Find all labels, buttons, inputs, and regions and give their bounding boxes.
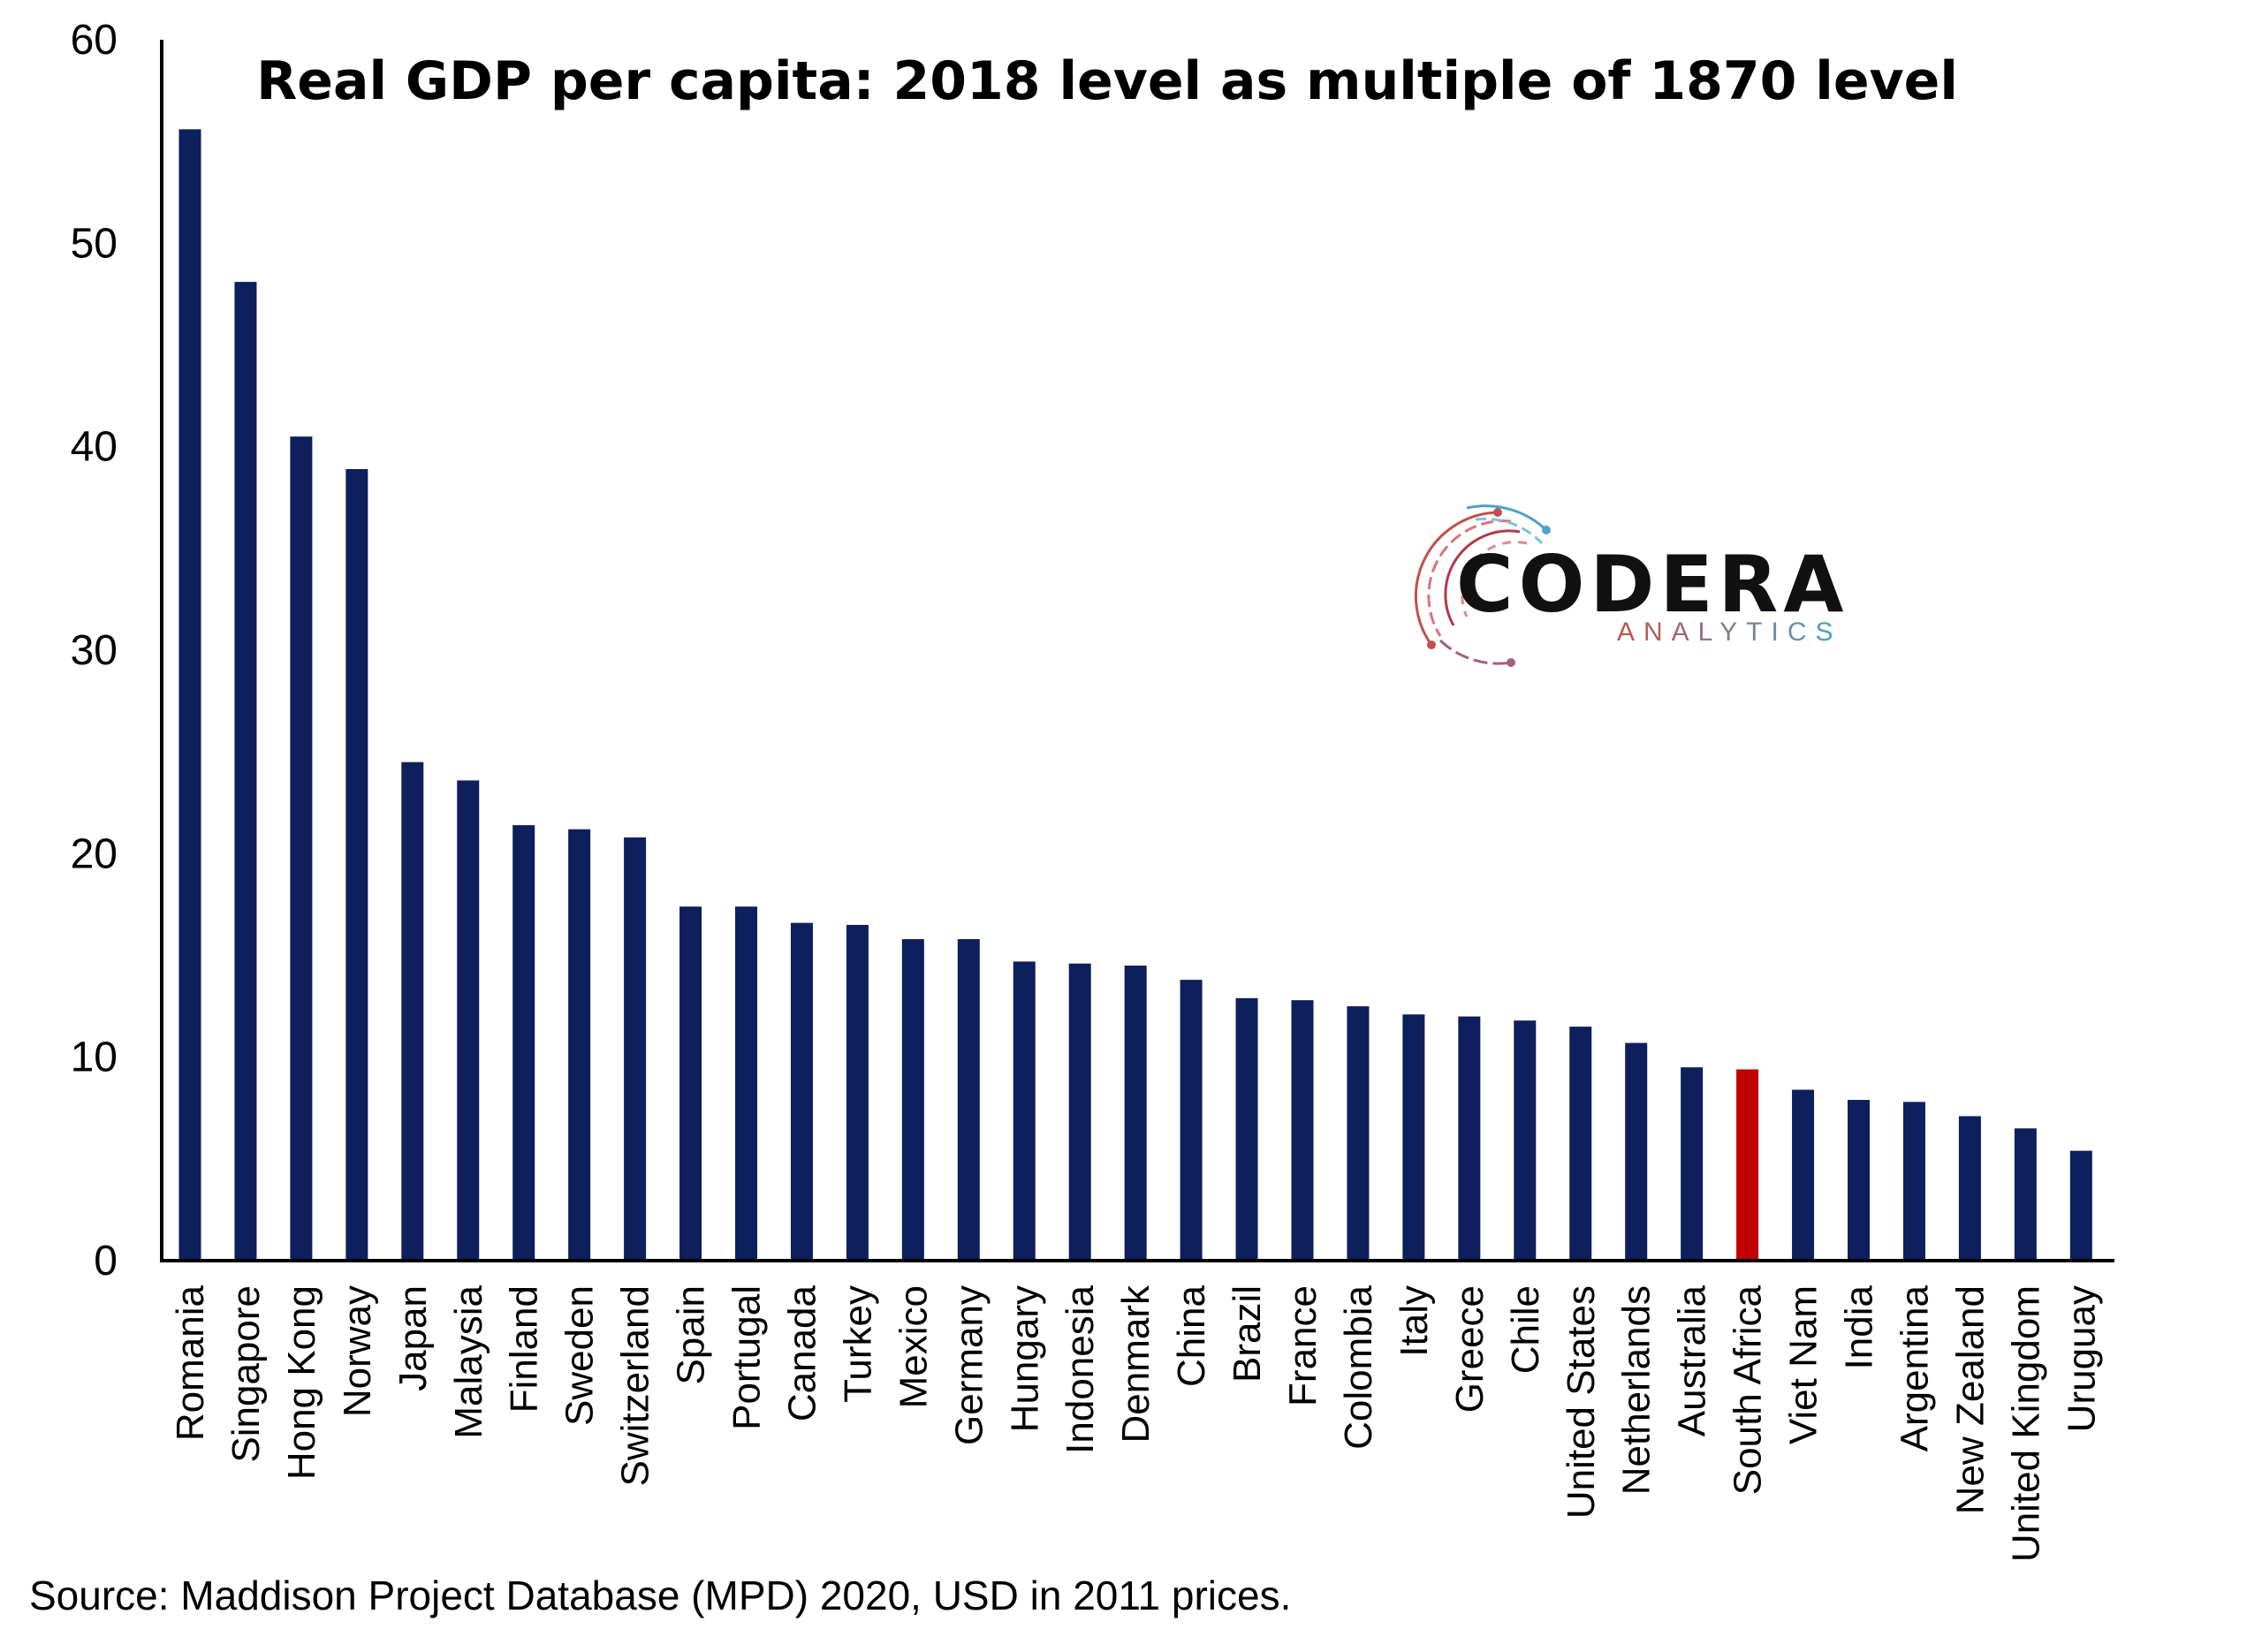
- chart-title: Real GDP per capita: 2018 level as multi…: [256, 50, 1958, 112]
- bar: [1848, 1100, 1870, 1261]
- logo-name: CODERA: [1456, 539, 1848, 630]
- bar: [2014, 1128, 2037, 1261]
- codera-logo: CODERA ANALYTICS: [1414, 504, 1848, 667]
- bar: [790, 922, 813, 1261]
- y-tick-label: 40: [71, 424, 118, 471]
- bar: [1124, 966, 1147, 1261]
- category-label: France: [1281, 1285, 1325, 1406]
- bar: [345, 469, 368, 1261]
- circuit-icon: [1414, 504, 1551, 667]
- category-label: Germany: [947, 1285, 991, 1445]
- y-tick-label: 60: [71, 17, 118, 64]
- category-label: Italy: [1393, 1285, 1436, 1357]
- category-label: Indonesia: [1059, 1284, 1102, 1453]
- category-label: China: [1170, 1284, 1213, 1386]
- category-label: Japan: [391, 1285, 435, 1391]
- category-label: Canada: [780, 1284, 824, 1421]
- category-label: Mexico: [892, 1285, 935, 1408]
- category-label: Colombia: [1337, 1284, 1380, 1449]
- category-label: Sweden: [558, 1285, 602, 1426]
- bar: [1235, 997, 1258, 1261]
- y-tick-label: 10: [71, 1034, 118, 1081]
- bar: [178, 129, 201, 1261]
- bar: [401, 762, 424, 1261]
- category-label: Australia: [1671, 1284, 1714, 1436]
- bar: [512, 825, 535, 1261]
- category-label: Malaysia: [447, 1284, 490, 1438]
- bar: [1736, 1069, 1759, 1261]
- category-label: United States: [1560, 1285, 1603, 1519]
- y-axis: 0 10 20 30 40 50 60: [71, 17, 163, 1284]
- bar: [846, 924, 869, 1261]
- category-label: Finland: [503, 1285, 546, 1413]
- category-label: Portugal: [725, 1285, 769, 1430]
- bar: [2069, 1150, 2092, 1261]
- category-label: Netherlands: [1615, 1285, 1659, 1495]
- bar: [624, 837, 647, 1261]
- bar: [1402, 1014, 1425, 1261]
- category-label: Viet Nam: [1782, 1285, 1826, 1444]
- category-label: Norway: [336, 1285, 379, 1417]
- category-label: Hungary: [1003, 1285, 1046, 1432]
- bar: [1013, 961, 1036, 1261]
- bar: [1458, 1016, 1481, 1261]
- category-label: South Africa: [1727, 1284, 1770, 1495]
- category-labels: Romania Singapore Hong Kong Norway Japan Mala…: [169, 1284, 2103, 1562]
- category-label: Argentina: [1893, 1284, 1936, 1451]
- bar: [1681, 1067, 1704, 1261]
- bar: [1569, 1027, 1592, 1261]
- category-label: Hong Kong: [280, 1285, 323, 1480]
- bar: [957, 939, 980, 1261]
- bar: [735, 906, 757, 1261]
- bar: [1514, 1020, 1537, 1261]
- category-label: Turkey: [836, 1285, 879, 1403]
- bar: [568, 829, 591, 1261]
- category-label: Uruguay: [2060, 1285, 2103, 1432]
- y-tick-label: 50: [71, 220, 118, 267]
- y-tick-labels: 0 10 20 30 40 50 60: [71, 17, 118, 1284]
- category-label: Greece: [1448, 1285, 1492, 1413]
- bar: [1180, 980, 1203, 1261]
- y-tick-label: 30: [71, 627, 118, 674]
- bar: [234, 282, 257, 1261]
- category-label: Denmark: [1114, 1284, 1158, 1443]
- bar: [679, 906, 702, 1261]
- bar: [1902, 1102, 1925, 1261]
- bar: [290, 436, 313, 1261]
- bar: [1625, 1042, 1648, 1261]
- bar: [1068, 963, 1091, 1261]
- y-tick-label: 20: [71, 830, 118, 877]
- category-label: India: [1838, 1284, 1881, 1369]
- bar: [1291, 1000, 1314, 1261]
- bar: [901, 939, 924, 1261]
- category-label: New Zealand: [1948, 1285, 1992, 1514]
- y-tick-label: 0: [94, 1238, 118, 1284]
- category-label: United Kingdom: [2004, 1285, 2047, 1562]
- category-label: Chile: [1504, 1285, 1547, 1374]
- bar: [457, 780, 480, 1261]
- bar: [1792, 1089, 1815, 1261]
- bars: [178, 129, 2092, 1261]
- category-label: Romania: [169, 1284, 212, 1441]
- bar: [1958, 1116, 1981, 1261]
- category-label: Brazil: [1226, 1285, 1269, 1383]
- logo-sub: ANALYTICS: [1617, 618, 1842, 647]
- source-note: Source: Maddison Project Database (MPD) …: [29, 1572, 1291, 1618]
- category-label: Singapore: [224, 1285, 268, 1463]
- bar: [1347, 1006, 1370, 1261]
- category-label: Spain: [670, 1285, 713, 1385]
- category-label: Switzerland: [614, 1285, 657, 1486]
